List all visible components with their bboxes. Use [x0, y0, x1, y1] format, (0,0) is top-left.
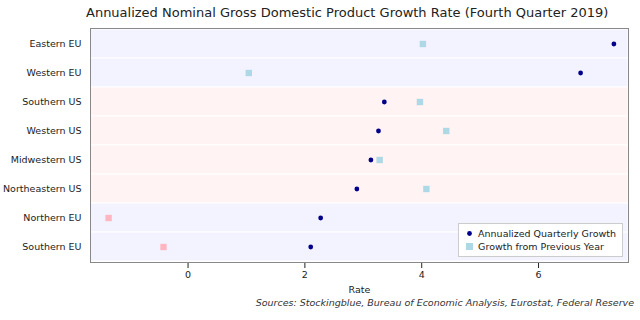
svg-text:Western EU: Western EU — [27, 67, 82, 78]
svg-text:Rate: Rate — [349, 284, 371, 295]
svg-text:6: 6 — [536, 269, 542, 280]
svg-text:Northern EU: Northern EU — [23, 212, 81, 223]
html-text:Annualized Quarterly Growth: Annualized Quarterly Growth — [478, 228, 616, 239]
svg-text:2: 2 — [302, 269, 308, 280]
svg-text:Northeastern US: Northeastern US — [3, 183, 82, 194]
html-text:Annualized Nominal Gross Domes: Annualized Nominal Gross Domestic Produc… — [86, 5, 609, 20]
svg-text:Southern EU: Southern EU — [22, 241, 81, 252]
svg-text:Eastern EU: Eastern EU — [29, 38, 81, 49]
svg-text:4: 4 — [419, 269, 425, 280]
html-text:Growth from Previous Year: Growth from Previous Year — [478, 241, 604, 252]
svg-text:0: 0 — [185, 269, 191, 280]
svg-text:Midwestern US: Midwestern US — [11, 154, 82, 165]
html-text:Sources: Stockingblue, Bureau: Sources: Stockingblue, Bureau of Economi… — [255, 297, 634, 308]
svg-text:Western US: Western US — [27, 125, 82, 136]
svg-text:Southern US: Southern US — [22, 96, 81, 107]
